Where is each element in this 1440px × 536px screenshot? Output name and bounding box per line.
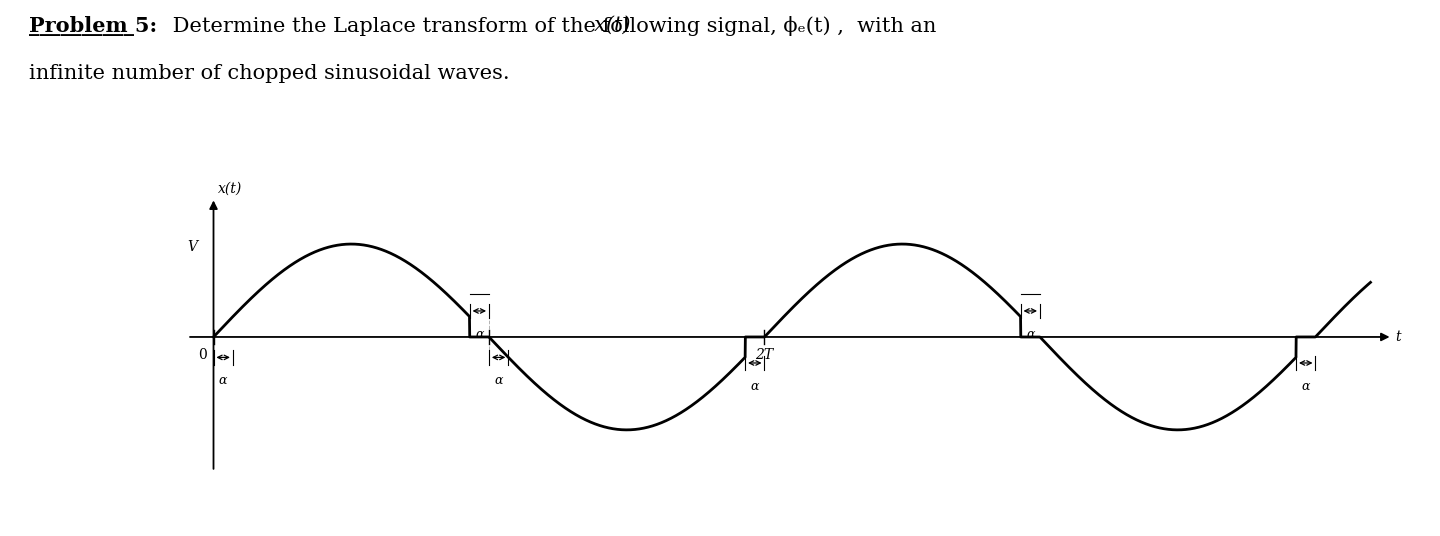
Text: α: α [219, 374, 228, 387]
Text: 0: 0 [197, 348, 206, 362]
Text: Determine the Laplace transform of the following signal, ϕₑ(t) ,  with an: Determine the Laplace transform of the f… [166, 16, 936, 36]
Text: x(t): x(t) [166, 16, 631, 35]
Text: t: t [1395, 330, 1401, 344]
Text: α: α [494, 374, 503, 387]
Text: α: α [475, 327, 484, 341]
Text: 2T: 2T [756, 348, 773, 362]
Text: infinite number of chopped sinusoidal waves.: infinite number of chopped sinusoidal wa… [29, 64, 510, 83]
Text: α: α [1027, 327, 1034, 341]
Text: __________: __________ [29, 16, 134, 36]
Text: α: α [1302, 379, 1310, 393]
Text: V: V [187, 240, 197, 254]
Text: Problem 5:: Problem 5: [29, 16, 157, 36]
Text: x(t): x(t) [217, 182, 242, 196]
Text: α: α [750, 379, 759, 393]
